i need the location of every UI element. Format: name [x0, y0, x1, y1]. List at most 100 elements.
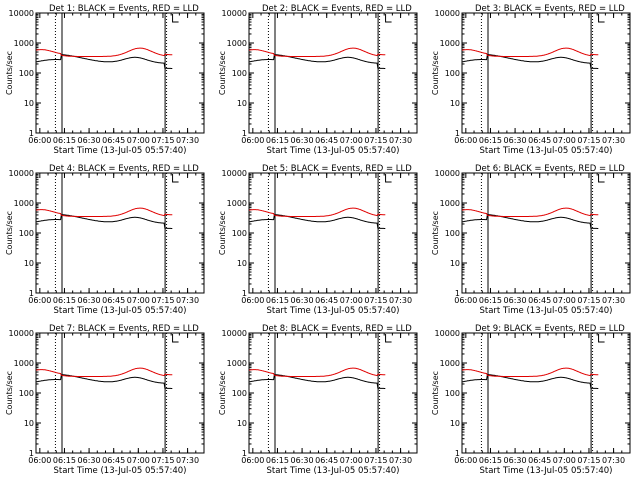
x-tick-label: 07:15: [151, 136, 174, 145]
x-tick-label: 06:15: [479, 136, 502, 145]
chart-panel-1: 1 10 100 1000 10000 06:00 06:15 06:30 06:45 07:00…: [5, 4, 205, 156]
y-tick-label: 1000: [440, 39, 460, 48]
y-tick-label: 1000: [227, 39, 247, 48]
corner-bracket: [172, 334, 179, 343]
corner-bracket: [598, 14, 605, 23]
y-tick-label: 100: [19, 69, 34, 78]
x-tick-label: 06:00: [28, 136, 51, 145]
y-tick-label: 10000: [9, 9, 34, 18]
y-tick-label: 1000: [14, 199, 34, 208]
chart-panel-3: 1 10 100 1000 10000 06:00 06:15 06:30 06:45 07:00…: [431, 4, 631, 156]
x-tick-label: 06:30: [291, 136, 314, 145]
x-tick-label: 06:30: [291, 296, 314, 305]
y-tick-label: 10000: [9, 329, 34, 338]
x-tick-label: 07:15: [151, 456, 174, 465]
series-lld-line: [248, 367, 386, 377]
x-tick-label: 06:30: [78, 296, 101, 305]
series-events-line: [461, 54, 599, 69]
series-lld-line: [248, 47, 386, 57]
plot-frame: [248, 332, 418, 454]
x-tick-label: 07:30: [602, 136, 625, 145]
y-tick-label: 1000: [14, 359, 34, 368]
x-tick-label: 06:00: [241, 136, 264, 145]
y-tick-label: 1000: [227, 199, 247, 208]
x-tick-label: 06:15: [479, 296, 502, 305]
x-tick-label: 07:30: [389, 456, 412, 465]
x-tick-label: 07:30: [389, 136, 412, 145]
x-tick-label: 06:15: [266, 296, 289, 305]
corner-bracket: [598, 174, 605, 183]
y-tick-label: 1: [242, 129, 247, 138]
chart-panel-4: 1 10 100 1000 10000 06:00 06:15 06:30 06:45 07:00…: [5, 164, 205, 316]
x-tick-label: 07:00: [127, 456, 150, 465]
chart-panel-9: 1 10 100 1000 10000 06:00 06:15 06:30 06:45 07:00…: [431, 324, 631, 476]
y-tick-label: 10000: [222, 9, 247, 18]
chart-title: Det 6: BLACK = Events, RED = LLD: [475, 164, 625, 174]
x-tick-label: 07:00: [340, 136, 363, 145]
corner-bracket: [172, 174, 179, 183]
x-tick-label: 07:30: [176, 136, 199, 145]
plot-frame: [35, 332, 205, 454]
y-tick-label: 1: [242, 449, 247, 458]
x-tick-label: 07:00: [127, 136, 150, 145]
y-tick-label: 1000: [14, 39, 34, 48]
x-tick-label: 06:30: [504, 296, 527, 305]
chart-panel-8: 1 10 100 1000 10000 06:00 06:15 06:30 06:45 07:00…: [218, 324, 418, 476]
x-tick-label: 07:15: [364, 136, 387, 145]
chart-title: Det 4: BLACK = Events, RED = LLD: [49, 164, 199, 174]
x-tick-label: 06:45: [102, 296, 125, 305]
series-lld-line: [461, 367, 599, 377]
x-tick-label: 06:30: [504, 456, 527, 465]
x-tick-label: 07:15: [364, 456, 387, 465]
x-tick-label: 07:00: [553, 296, 576, 305]
series-lld-line: [35, 207, 173, 217]
y-tick-label: 1: [242, 289, 247, 298]
y-tick-label: 1: [29, 129, 34, 138]
series-lld-line: [35, 367, 173, 377]
x-axis-label: Start Time (13-Jul-05 05:57:40): [480, 306, 613, 316]
chart-title: Det 7: BLACK = Events, RED = LLD: [49, 324, 199, 334]
plot-frame: [461, 332, 631, 454]
x-tick-label: 06:00: [28, 456, 51, 465]
plot-frame: [461, 12, 631, 134]
series-events-line: [248, 374, 386, 389]
series-events-line: [35, 54, 173, 69]
x-tick-label: 07:00: [553, 136, 576, 145]
y-tick-label: 1: [455, 449, 460, 458]
x-tick-label: 06:15: [479, 456, 502, 465]
x-tick-label: 07:15: [577, 456, 600, 465]
x-axis-label: Start Time (13-Jul-05 05:57:40): [54, 306, 187, 316]
x-tick-label: 06:15: [53, 136, 76, 145]
x-tick-label: 07:00: [553, 456, 576, 465]
y-tick-label: 100: [445, 69, 460, 78]
y-tick-label: 1: [455, 289, 460, 298]
y-tick-label: 100: [445, 389, 460, 398]
x-tick-label: 07:15: [577, 136, 600, 145]
x-tick-label: 06:00: [454, 456, 477, 465]
corner-bracket: [598, 334, 605, 343]
corner-bracket: [385, 14, 392, 23]
x-tick-label: 06:00: [454, 136, 477, 145]
plot-frame: [461, 172, 631, 294]
x-axis-label: Start Time (13-Jul-05 05:57:40): [267, 146, 400, 156]
y-tick-label: 1: [29, 449, 34, 458]
y-tick-label: 10: [237, 259, 247, 268]
x-tick-label: 06:30: [78, 456, 101, 465]
series-events-line: [248, 214, 386, 229]
x-tick-label: 07:00: [340, 456, 363, 465]
x-tick-label: 06:30: [291, 456, 314, 465]
chart-title: Det 5: BLACK = Events, RED = LLD: [262, 164, 412, 174]
x-axis-label: Start Time (13-Jul-05 05:57:40): [480, 466, 613, 476]
x-tick-label: 07:30: [602, 296, 625, 305]
x-tick-label: 06:00: [241, 456, 264, 465]
chart-panel-7: 1 10 100 1000 10000 06:00 06:15 06:30 06:45 07:00…: [5, 324, 205, 476]
series-lld-line: [35, 47, 173, 57]
x-axis-label: Start Time (13-Jul-05 05:57:40): [267, 466, 400, 476]
x-tick-label: 06:45: [528, 456, 551, 465]
y-tick-label: 10: [24, 99, 34, 108]
y-tick-label: 10: [237, 419, 247, 428]
x-tick-label: 06:00: [241, 296, 264, 305]
x-tick-label: 06:45: [315, 456, 338, 465]
y-axis-label: Counts/sec: [5, 371, 14, 415]
